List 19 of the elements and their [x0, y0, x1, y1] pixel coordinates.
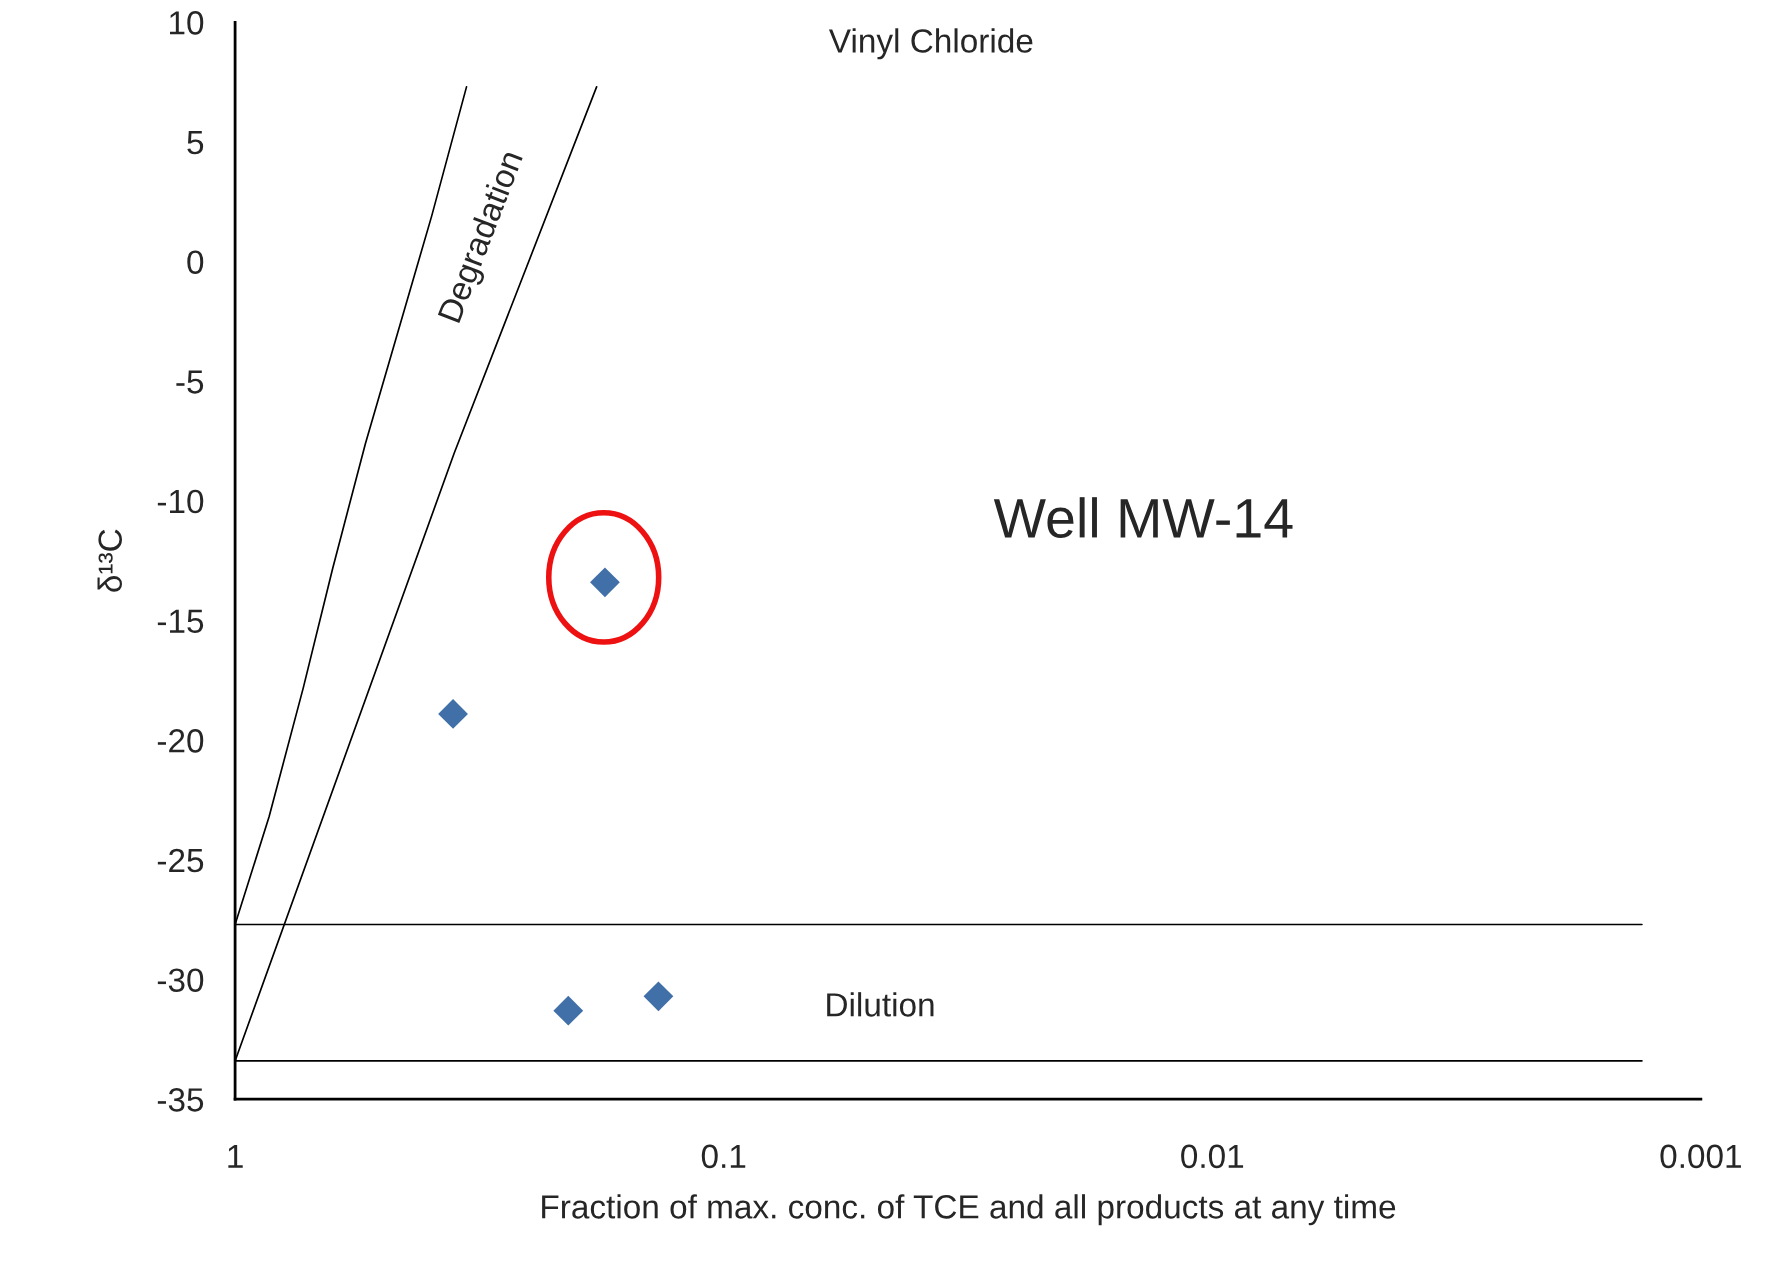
- y-tick-label: -20: [157, 729, 204, 753]
- x-tick-label: 0.1: [701, 1144, 746, 1169]
- y-tick-label: -5: [176, 370, 204, 394]
- y-tick-label: -25: [157, 848, 204, 873]
- y-tick-label: -10: [157, 489, 204, 514]
- annotation: Dilution: [827, 992, 934, 1017]
- x-axis-title: Fraction of max. conc. of TCE and all products at any time: [542, 1194, 1396, 1226]
- chart-title: Vinyl Chloride: [828, 28, 1033, 60]
- y-tick-label: 10: [170, 11, 204, 35]
- y-tick-label: -15: [157, 609, 204, 633]
- x-tick-label: 1: [228, 1144, 243, 1168]
- x-tick-label: 0.01: [1181, 1144, 1244, 1169]
- y-axis-title: δ¹³C: [97, 529, 122, 592]
- x-tick-label: 0.001: [1660, 1144, 1741, 1169]
- y-tick-label: 0: [187, 250, 204, 275]
- annotation: Well MW-14: [993, 497, 1293, 538]
- y-tick-label: -35: [157, 1088, 204, 1112]
- y-tick-label: -30: [157, 968, 204, 992]
- y-tick-label: 5: [187, 131, 204, 155]
